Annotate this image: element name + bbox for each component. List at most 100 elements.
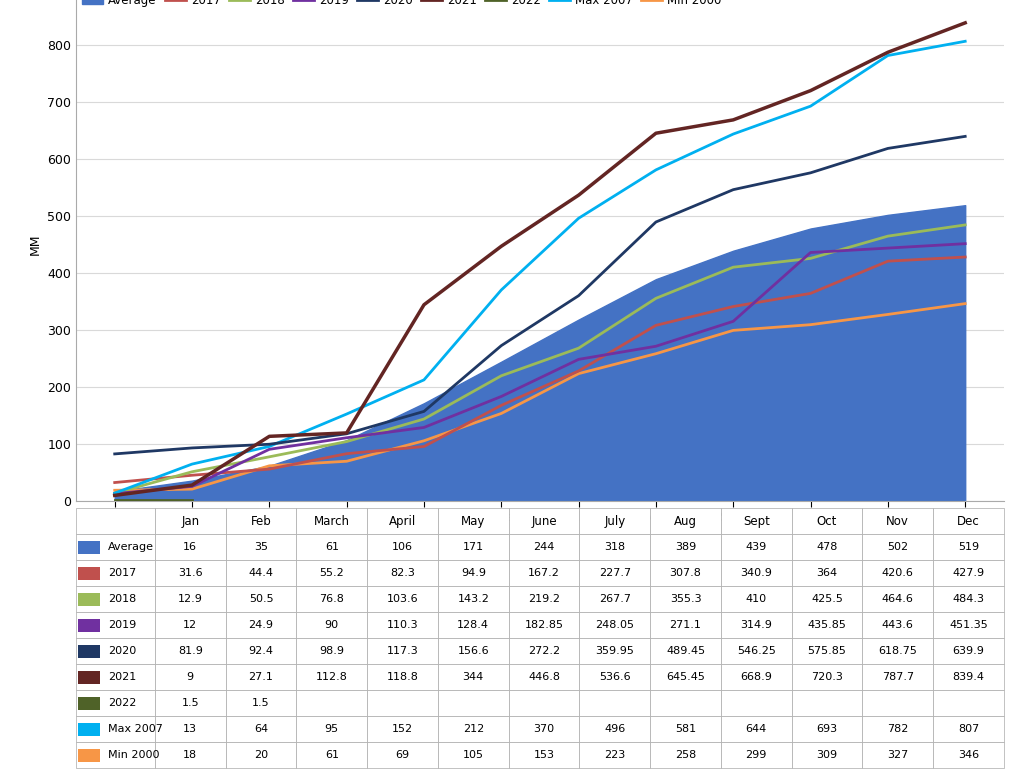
Bar — [155, 691, 226, 716]
Bar — [226, 587, 296, 612]
Text: Max 2007: Max 2007 — [107, 724, 163, 734]
Bar — [367, 535, 438, 560]
Bar — [78, 593, 100, 606]
Text: 1.5: 1.5 — [252, 698, 270, 708]
Bar — [78, 566, 100, 580]
Text: 370: 370 — [533, 724, 555, 734]
Text: Aug: Aug — [674, 514, 697, 528]
Bar — [650, 691, 721, 716]
Bar — [367, 612, 438, 638]
Text: March: March — [313, 514, 350, 528]
Text: 105: 105 — [462, 750, 484, 760]
Text: 82.3: 82.3 — [390, 568, 415, 578]
Text: 143.2: 143.2 — [457, 594, 489, 605]
Bar — [933, 716, 1004, 742]
Text: 76.8: 76.8 — [319, 594, 344, 605]
Bar — [862, 664, 933, 691]
Text: 484.3: 484.3 — [952, 594, 985, 605]
Text: 171: 171 — [462, 542, 484, 553]
Bar — [438, 664, 509, 691]
Bar — [78, 645, 100, 658]
Bar — [155, 716, 226, 742]
Bar — [650, 742, 721, 768]
Text: 340.9: 340.9 — [740, 568, 773, 578]
Bar — [579, 612, 650, 638]
Bar — [226, 664, 296, 691]
Bar — [862, 742, 933, 768]
Text: 645.45: 645.45 — [666, 672, 705, 682]
Text: 18: 18 — [184, 750, 198, 760]
Bar — [509, 508, 579, 534]
Text: 787.7: 787.7 — [882, 672, 914, 682]
Bar — [296, 535, 367, 560]
Bar — [155, 638, 226, 664]
Text: 618.75: 618.75 — [878, 646, 918, 656]
Text: 496: 496 — [604, 724, 626, 734]
Bar — [650, 508, 721, 534]
Text: 92.4: 92.4 — [248, 646, 274, 656]
Bar — [226, 535, 296, 560]
Text: 227.7: 227.7 — [598, 568, 631, 578]
Text: 693: 693 — [816, 724, 838, 734]
Text: Sept: Sept — [743, 514, 770, 528]
Text: 61: 61 — [324, 750, 339, 760]
Text: 478: 478 — [816, 542, 838, 553]
Bar — [78, 749, 100, 762]
Bar — [721, 664, 792, 691]
Bar — [76, 560, 155, 587]
Text: Nov: Nov — [886, 514, 910, 528]
Bar — [438, 742, 509, 768]
Bar — [509, 587, 579, 612]
Bar — [721, 612, 792, 638]
Bar — [155, 560, 226, 587]
Bar — [367, 587, 438, 612]
Bar — [933, 508, 1004, 534]
Bar — [721, 535, 792, 560]
Text: July: July — [604, 514, 626, 528]
Text: 156.6: 156.6 — [457, 646, 489, 656]
Bar — [155, 664, 226, 691]
Text: 167.2: 167.2 — [528, 568, 560, 578]
Bar — [438, 612, 509, 638]
Bar — [579, 587, 650, 612]
Text: 318: 318 — [604, 542, 626, 553]
Bar — [721, 587, 792, 612]
Bar — [296, 691, 367, 716]
Text: 12: 12 — [184, 620, 198, 630]
Bar — [509, 638, 579, 664]
Bar — [509, 691, 579, 716]
Bar — [509, 664, 579, 691]
Bar — [226, 716, 296, 742]
Bar — [78, 541, 100, 554]
Bar — [226, 560, 296, 587]
Y-axis label: MM: MM — [28, 234, 42, 255]
Bar — [78, 618, 100, 632]
Text: 307.8: 307.8 — [669, 568, 702, 578]
Text: 55.2: 55.2 — [319, 568, 344, 578]
Bar — [76, 587, 155, 612]
Bar — [509, 612, 579, 638]
Bar — [579, 560, 650, 587]
Bar — [509, 560, 579, 587]
Text: 16: 16 — [184, 542, 198, 553]
Bar — [438, 508, 509, 534]
Bar — [792, 716, 862, 742]
Bar — [579, 535, 650, 560]
Text: 13: 13 — [184, 724, 198, 734]
Bar — [721, 716, 792, 742]
Text: 50.5: 50.5 — [248, 594, 274, 605]
Bar — [650, 535, 721, 560]
Bar — [579, 716, 650, 742]
Text: 364: 364 — [816, 568, 838, 578]
Bar — [438, 535, 509, 560]
Text: Dec: Dec — [957, 514, 980, 528]
Bar — [367, 664, 438, 691]
Bar — [509, 742, 579, 768]
Bar — [296, 638, 367, 664]
Bar — [650, 638, 721, 664]
Text: 118.8: 118.8 — [386, 672, 419, 682]
Bar — [76, 508, 155, 534]
Bar — [721, 638, 792, 664]
Bar — [76, 535, 155, 560]
Bar — [933, 535, 1004, 560]
